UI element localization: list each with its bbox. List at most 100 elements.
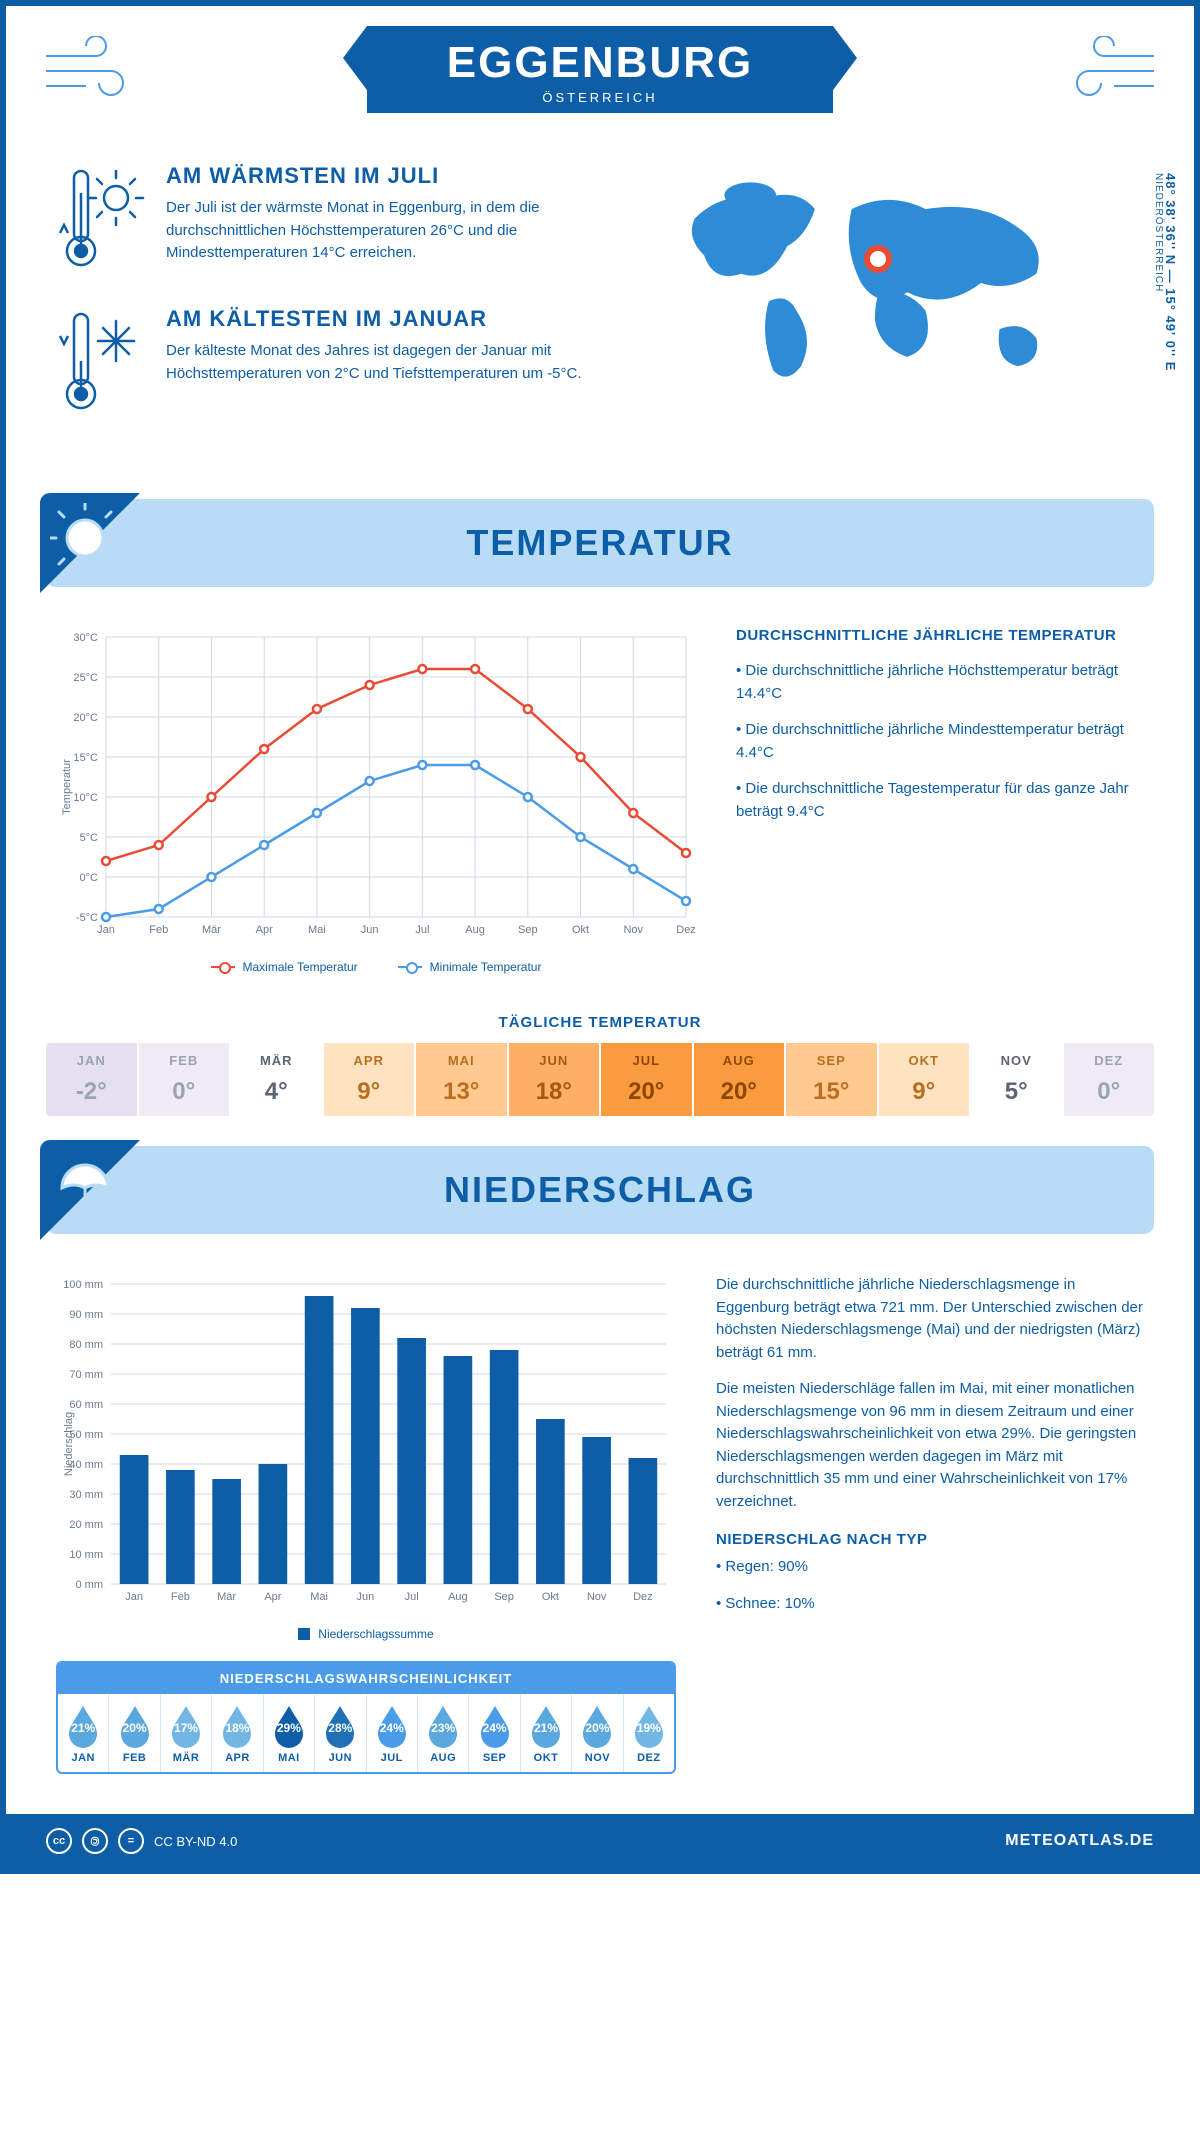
svg-text:Aug: Aug	[465, 924, 485, 936]
svg-text:20°C: 20°C	[73, 712, 98, 724]
prob-cell: 20%FEB	[109, 1694, 160, 1772]
daily-cell: MÄR4°	[231, 1043, 324, 1116]
temperature-line-chart: -5°C 0°C 5°C 10°C 15°C 20°C 25°C 30°C Jan Feb Mär A…	[56, 627, 696, 947]
daily-cell: AUG20°	[694, 1043, 787, 1116]
svg-text:Apr: Apr	[256, 924, 273, 936]
svg-text:Temperatur: Temperatur	[61, 759, 73, 815]
location-marker	[864, 245, 892, 273]
daily-temperature-strip: JAN-2°FEB0°MÄR4°APR9°MAI13°JUN18°JUL20°A…	[46, 1043, 1154, 1116]
daily-cell: FEB0°	[139, 1043, 232, 1116]
svg-text:Feb: Feb	[149, 924, 168, 936]
world-map	[615, 163, 1144, 403]
daily-cell: NOV5°	[971, 1043, 1064, 1116]
precipitation-bar-chart: 0 mm10 mm20 mm30 mm40 mm50 mm60 mm70 mm8…	[56, 1274, 676, 1614]
svg-text:5°C: 5°C	[80, 832, 99, 844]
coordinates: 48° 38' 36'' N — 15° 49' 0'' E	[1163, 173, 1178, 371]
daily-cell: SEP15°	[786, 1043, 879, 1116]
svg-text:20 mm: 20 mm	[69, 1519, 103, 1531]
prob-title: NIEDERSCHLAGSWAHRSCHEINLICHKEIT	[58, 1663, 674, 1694]
temperature-heading: TEMPERATUR	[46, 522, 1154, 564]
precipitation-heading: NIEDERSCHLAG	[46, 1169, 1154, 1211]
svg-text:Jun: Jun	[361, 924, 379, 936]
warmest-text: Der Juli ist der wärmste Monat in Eggenb…	[166, 197, 585, 265]
sun-icon	[50, 503, 120, 573]
daily-temp-title: TÄGLICHE TEMPERATUR	[6, 1014, 1194, 1031]
thermometer-cold-icon	[56, 306, 146, 416]
svg-text:Mai: Mai	[308, 924, 326, 936]
svg-text:-5°C: -5°C	[76, 912, 98, 924]
prob-cell: 19%DEZ	[624, 1694, 674, 1772]
svg-text:15°C: 15°C	[73, 752, 98, 764]
svg-text:Jan: Jan	[97, 924, 115, 936]
svg-text:30°C: 30°C	[73, 632, 98, 644]
svg-text:0°C: 0°C	[80, 872, 99, 884]
svg-text:10 mm: 10 mm	[69, 1549, 103, 1561]
cc-nd-icon: =	[118, 1828, 144, 1854]
temperature-facts: DURCHSCHNITTLICHE JÄHRLICHE TEMPERATUR •…	[736, 627, 1144, 974]
svg-text:Mär: Mär	[202, 924, 221, 936]
svg-text:Jul: Jul	[415, 924, 429, 936]
wind-left-icon	[36, 36, 146, 106]
svg-text:60 mm: 60 mm	[69, 1399, 103, 1411]
svg-text:Okt: Okt	[542, 1591, 559, 1603]
prob-cell: 28%JUN	[315, 1694, 366, 1772]
thermometer-hot-icon	[56, 163, 146, 273]
svg-text:Jul: Jul	[405, 1591, 419, 1603]
svg-text:Okt: Okt	[572, 924, 589, 936]
title-banner: EGGENBURG ÖSTERREICH	[367, 26, 833, 113]
svg-text:Nov: Nov	[587, 1591, 607, 1603]
city-name: EGGENBURG	[447, 38, 753, 88]
svg-text:80 mm: 80 mm	[69, 1339, 103, 1351]
cc-icon: cc	[46, 1828, 72, 1854]
svg-text:0 mm: 0 mm	[76, 1579, 104, 1591]
svg-text:Dez: Dez	[676, 924, 696, 936]
svg-text:100 mm: 100 mm	[63, 1279, 103, 1291]
prob-cell: 18%APR	[212, 1694, 263, 1772]
prob-cell: 21%JAN	[58, 1694, 109, 1772]
prob-cell: 23%AUG	[418, 1694, 469, 1772]
cc-by-icon: 🄯	[82, 1828, 108, 1854]
prob-cell: 24%JUL	[367, 1694, 418, 1772]
prob-cell: 24%SEP	[469, 1694, 520, 1772]
precipitation-text: Die durchschnittliche jährliche Niedersc…	[716, 1274, 1144, 1774]
daily-cell: JUN18°	[509, 1043, 602, 1116]
precipitation-probability-box: NIEDERSCHLAGSWAHRSCHEINLICHKEIT 21%JAN20…	[56, 1661, 676, 1774]
warmest-title: AM WÄRMSTEN IM JULI	[166, 163, 585, 189]
svg-text:90 mm: 90 mm	[69, 1309, 103, 1321]
svg-text:Feb: Feb	[171, 1591, 190, 1603]
svg-text:Apr: Apr	[264, 1591, 281, 1603]
header: EGGENBURG ÖSTERREICH	[6, 6, 1194, 153]
warmest-fact: AM WÄRMSTEN IM JULI Der Juli ist der wär…	[56, 163, 585, 278]
footer: cc 🄯 = CC BY-ND 4.0 METEOATLAS.DE	[6, 1814, 1194, 1868]
wind-right-icon	[1054, 36, 1164, 106]
daily-cell: APR9°	[324, 1043, 417, 1116]
prob-cell: 17%MÄR	[161, 1694, 212, 1772]
daily-cell: JAN-2°	[46, 1043, 139, 1116]
coldest-text: Der kälteste Monat des Jahres ist dagege…	[166, 340, 585, 385]
temp-facts-title: DURCHSCHNITTLICHE JÄHRLICHE TEMPERATUR	[736, 627, 1144, 644]
coldest-title: AM KÄLTESTEN IM JANUAR	[166, 306, 585, 332]
svg-text:Mai: Mai	[310, 1591, 328, 1603]
svg-text:Sep: Sep	[494, 1591, 514, 1603]
site-name: METEOATLAS.DE	[1005, 1832, 1154, 1850]
prob-cell: 29%MAI	[264, 1694, 315, 1772]
svg-text:Nov: Nov	[623, 924, 643, 936]
svg-text:10°C: 10°C	[73, 792, 98, 804]
precipitation-section-header: NIEDERSCHLAG	[46, 1146, 1154, 1234]
daily-cell: OKT9°	[879, 1043, 972, 1116]
svg-text:Dez: Dez	[633, 1591, 653, 1603]
prob-cell: 20%NOV	[572, 1694, 623, 1772]
precip-chart-legend: Niederschlagssumme	[56, 1627, 676, 1641]
license-label: CC BY-ND 4.0	[154, 1834, 237, 1849]
svg-text:70 mm: 70 mm	[69, 1369, 103, 1381]
svg-text:Sep: Sep	[518, 924, 538, 936]
svg-text:Jun: Jun	[357, 1591, 375, 1603]
daily-cell: JUL20°	[601, 1043, 694, 1116]
daily-cell: MAI13°	[416, 1043, 509, 1116]
svg-text:30 mm: 30 mm	[69, 1489, 103, 1501]
coldest-fact: AM KÄLTESTEN IM JANUAR Der kälteste Mona…	[56, 306, 585, 421]
svg-text:Jan: Jan	[125, 1591, 143, 1603]
svg-text:Aug: Aug	[448, 1591, 468, 1603]
svg-text:25°C: 25°C	[73, 672, 98, 684]
temp-chart-legend: Maximale Temperatur Minimale Temperatur	[56, 960, 696, 974]
